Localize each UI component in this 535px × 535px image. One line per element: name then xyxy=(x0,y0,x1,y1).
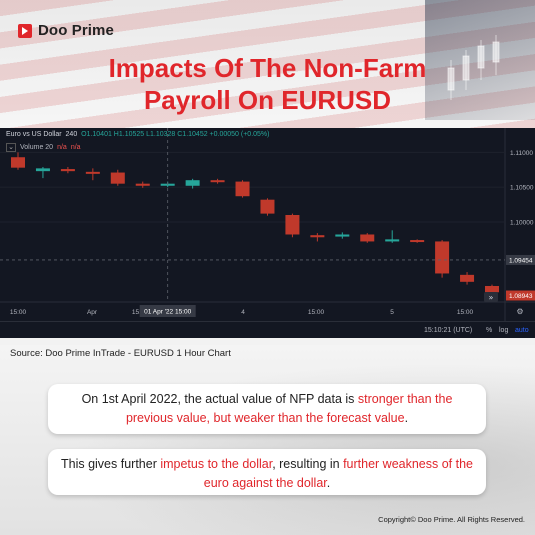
info-box-1: On 1st April 2022, the actual value of N… xyxy=(48,384,486,434)
price-label-box xyxy=(506,254,535,265)
brand-logo: Doo Prime xyxy=(18,22,114,39)
candle-body xyxy=(110,172,125,184)
candle-body xyxy=(485,285,499,293)
decorative-candles xyxy=(447,35,500,100)
box2-text-2: , resulting in xyxy=(272,457,344,471)
box1-highlight: stronger than the previous value, but we… xyxy=(125,392,453,425)
x-tick-label: 15:00 xyxy=(308,309,325,316)
candle-body xyxy=(285,215,300,235)
candle-body xyxy=(410,240,425,243)
price-label-box xyxy=(506,290,535,301)
title-line-1: Impacts Of The Non-Farm xyxy=(108,53,427,83)
price-label: 1.09454 xyxy=(509,257,533,264)
crosshair-time-label: 01 Apr '22 15:00 xyxy=(144,309,192,316)
x-tick-label: 15:00 xyxy=(457,309,474,316)
candle-body xyxy=(210,180,225,183)
candle-body xyxy=(335,234,350,237)
chart-plot: 1.11000 1.10500 1.10000 1.09454 1.08943 15:00… xyxy=(0,128,535,321)
volume-na-1: n/a xyxy=(57,144,67,151)
crosshair-label-box xyxy=(139,305,196,317)
y-tick-label: 1.11000 xyxy=(510,150,533,157)
candle-body xyxy=(460,274,475,282)
auto-toggle[interactable]: auto xyxy=(515,327,529,334)
candle-body xyxy=(385,239,400,242)
doo-prime-logo-icon xyxy=(18,23,32,38)
y-tick-label: 1.10500 xyxy=(510,185,534,192)
box2-text-1: This gives further xyxy=(60,457,161,471)
box2-highlight-2: further weakness of the euro against the… xyxy=(203,457,474,490)
brand-name: Doo Prime xyxy=(38,22,114,39)
candle-body xyxy=(310,235,325,238)
candle-body xyxy=(60,169,75,172)
copyright: Copyright© Doo Prime. All Rights Reserve… xyxy=(378,515,525,524)
candle-body xyxy=(11,157,25,168)
log-toggle[interactable]: log xyxy=(499,327,509,334)
title-line-2: Payroll On EURUSD xyxy=(143,85,392,115)
dollar-bill-background xyxy=(0,345,535,535)
symbol-label: Euro vs US Dollar xyxy=(6,131,62,138)
collapse-icon[interactable]: ⌄ xyxy=(6,143,16,152)
chart-footer: 15:10:21 (UTC) % log auto xyxy=(0,321,535,339)
candlestick-chart: 1.11000 1.10500 1.10000 1.09454 1.08943 15:00… xyxy=(0,128,535,338)
candle-body xyxy=(435,241,450,274)
candle-body xyxy=(85,171,100,174)
box1-text-1: On 1st April 2022, the actual value of N… xyxy=(81,392,358,406)
gear-icon: ⚙ xyxy=(516,307,523,316)
utc-time: 15:10:21 (UTC) xyxy=(424,327,473,334)
x-tick-label: Apr xyxy=(87,309,98,316)
candle-body xyxy=(235,181,250,197)
chevrons-right-icon: » xyxy=(489,293,494,302)
candle-body xyxy=(35,168,50,172)
info-box-2: This gives further impetus to the dollar… xyxy=(48,449,486,495)
page-title: Impacts Of The Non-Farm Payroll On EURUS… xyxy=(0,52,535,116)
volume-na-2: n/a xyxy=(70,144,81,151)
x-tick-label: 4 xyxy=(241,309,245,316)
candle-body xyxy=(260,199,275,214)
candle-body xyxy=(360,234,375,242)
box1-text-2: . xyxy=(404,411,409,425)
volume-row: ⌄ Volume 20 n/a n/a xyxy=(6,143,81,152)
box2-highlight-1: impetus to the dollar xyxy=(160,457,273,471)
x-tick-label: 5 xyxy=(390,309,394,316)
percent-toggle[interactable]: % xyxy=(486,327,493,334)
y-tick-label: 1.10000 xyxy=(510,219,534,226)
chart-header: Euro vs US Dollar 240 O1.10401 H1.10525 … xyxy=(6,131,269,138)
candle-body xyxy=(185,180,200,186)
volume-label: Volume 20 xyxy=(20,144,54,151)
interval-label: 240 xyxy=(65,131,78,138)
x-tick-label: 15:00 xyxy=(10,309,27,316)
ohlc-values: O1.10401 H1.10525 L1.10328 C1.10452 +0.0… xyxy=(81,131,270,138)
price-label: 1.08943 xyxy=(509,293,533,300)
scroll-latest-button xyxy=(484,292,498,302)
source-caption: Source: Doo Prime InTrade - EURUSD 1 Hou… xyxy=(10,348,231,359)
candle-body xyxy=(135,183,150,186)
box2-text-3: . xyxy=(326,476,331,490)
